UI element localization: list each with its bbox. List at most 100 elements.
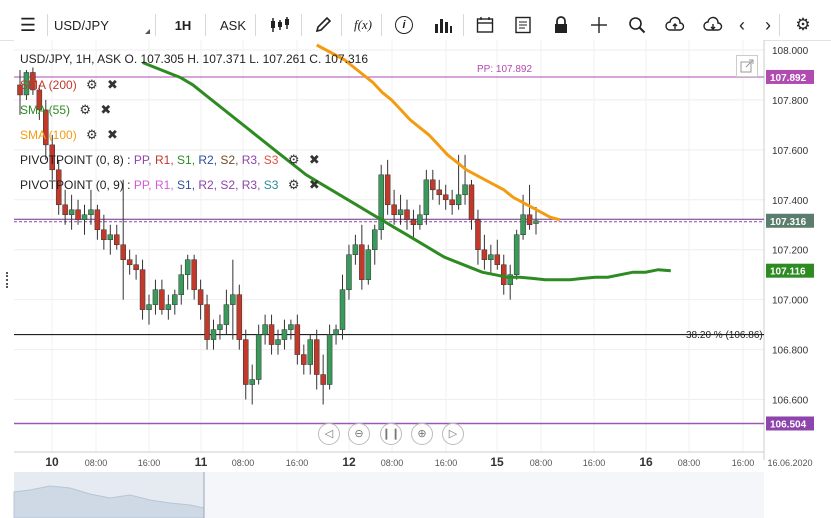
candle <box>372 224 378 265</box>
symbol-selector[interactable]: USD/JPY <box>48 10 156 40</box>
candle-body <box>442 194 449 201</box>
drag-handle[interactable] <box>6 272 12 288</box>
pp-price-tag-bg <box>766 69 814 84</box>
interval-selector[interactable]: 1H <box>160 10 206 40</box>
drawing-tools-button[interactable] <box>304 10 342 40</box>
news-button[interactable] <box>504 10 542 40</box>
zoom-button[interactable] <box>618 10 656 40</box>
candle-body <box>462 184 468 196</box>
candle <box>172 289 178 315</box>
time-axis-label: 12 <box>342 455 356 469</box>
close-icon[interactable]: ✖ <box>308 152 320 167</box>
candle <box>468 179 475 230</box>
candle-body <box>372 229 378 250</box>
volume-button[interactable] <box>422 10 464 40</box>
zoom-out-button[interactable]: ⊖ <box>348 423 370 445</box>
candle-body <box>101 229 107 240</box>
candle <box>430 169 436 200</box>
calendar-button[interactable] <box>466 10 504 40</box>
candle-body <box>243 339 249 385</box>
scroll-left-button[interactable]: ‹ <box>732 10 752 40</box>
candle-body <box>204 304 210 340</box>
price-tick-label: 106.800 <box>772 346 809 357</box>
time-axis-label: 11 <box>195 455 208 469</box>
sma200-label[interactable]: SMA (200) <box>20 78 77 92</box>
time-axis-label: 08:00 <box>678 458 701 468</box>
candle-body <box>217 324 223 330</box>
pivot1-label[interactable]: PIVOTPOINT (0, 8) <box>20 153 124 167</box>
candle-body <box>404 209 410 221</box>
sma100-label[interactable]: SMA (100) <box>20 128 77 142</box>
upload-button[interactable] <box>656 10 694 40</box>
candle-body <box>133 264 139 270</box>
close-icon[interactable]: ✖ <box>308 177 320 192</box>
candle <box>404 199 410 230</box>
crosshair-button[interactable] <box>580 10 618 40</box>
pivot2-label[interactable]: PIVOTPOINT (0, 9) <box>20 178 124 192</box>
gear-icon[interactable]: ⚙ <box>287 177 300 192</box>
close-icon[interactable]: ✖ <box>100 102 112 117</box>
candle-body <box>62 204 68 216</box>
pivot-r1: R1, <box>154 153 174 167</box>
function-icon: f(x) <box>353 17 373 32</box>
gear-icon[interactable]: ⚙ <box>287 152 300 167</box>
candle-body <box>384 174 391 206</box>
candle-body <box>36 89 43 111</box>
candle <box>152 279 159 315</box>
indicators-button[interactable]: f(x) <box>344 10 382 40</box>
candle-body <box>223 304 230 325</box>
scroll-right-button[interactable]: › <box>756 10 780 40</box>
info-button[interactable]: i <box>386 10 422 40</box>
settings-button[interactable]: ⚙ <box>786 10 820 40</box>
candle <box>307 334 313 375</box>
interval-label: 1H <box>174 17 192 33</box>
candle-body <box>520 214 526 235</box>
time-axis-label: 16 <box>639 455 653 469</box>
candle-body <box>197 289 204 305</box>
time-axis-label: 10 <box>45 455 59 469</box>
candle <box>126 249 133 275</box>
chart-toolbar: ☰ USD/JPY 1H ASK f(x) i ‹ <box>0 0 831 41</box>
candle-body <box>481 249 488 260</box>
pivot-r3: R3, <box>241 153 261 167</box>
candle <box>165 294 172 320</box>
pp-label: PP: 107.892 <box>477 64 533 75</box>
price-type-selector[interactable]: ASK <box>210 10 256 40</box>
time-axis-label: 08:00 <box>85 458 108 468</box>
candle <box>81 204 88 235</box>
candle-body <box>30 72 36 91</box>
download-button[interactable] <box>694 10 732 40</box>
candle-body <box>339 289 346 330</box>
pivot-s1: S1, <box>177 153 196 167</box>
expand-button[interactable] <box>736 55 758 77</box>
close-icon[interactable]: ✖ <box>107 77 118 92</box>
pivot-r1: R1, <box>154 178 174 192</box>
candle-body <box>236 294 243 340</box>
close-icon[interactable]: ✖ <box>107 127 118 142</box>
last-price-tag: 107.316 <box>770 217 807 228</box>
pivot-s3: S3 <box>263 178 279 192</box>
candle-body <box>268 324 275 345</box>
scroll-back-button[interactable]: ◁ <box>318 423 340 445</box>
ohlc-header: USD/JPY, 1H, ASK O. 107.305 H. 107.371 L… <box>20 52 369 66</box>
candle <box>339 274 346 340</box>
gear-icon[interactable]: ⚙ <box>79 102 92 117</box>
reset-button[interactable]: ❙❙ <box>380 423 402 445</box>
menu-button[interactable]: ☰ <box>8 10 48 40</box>
lock-button[interactable] <box>542 10 580 40</box>
price-axis: 108.000 107.800 107.600 107.400 107.200 107.0… <box>766 46 814 431</box>
price-tick-label: 106.600 <box>772 396 809 407</box>
candle-body <box>210 329 217 340</box>
sma55-label[interactable]: SMA (55) <box>20 103 71 117</box>
candle-body <box>475 219 481 250</box>
gear-icon[interactable]: ⚙ <box>86 127 98 142</box>
zoom-in-button[interactable]: ⊕ <box>411 423 433 445</box>
scroll-forward-button[interactable]: ▷ <box>442 423 464 445</box>
candle <box>107 224 114 255</box>
chart-type-button[interactable] <box>258 10 302 40</box>
candle-body <box>391 204 397 216</box>
candle-body <box>526 214 533 226</box>
gear-icon[interactable]: ⚙ <box>86 77 98 92</box>
candlestick-icon <box>271 17 289 32</box>
